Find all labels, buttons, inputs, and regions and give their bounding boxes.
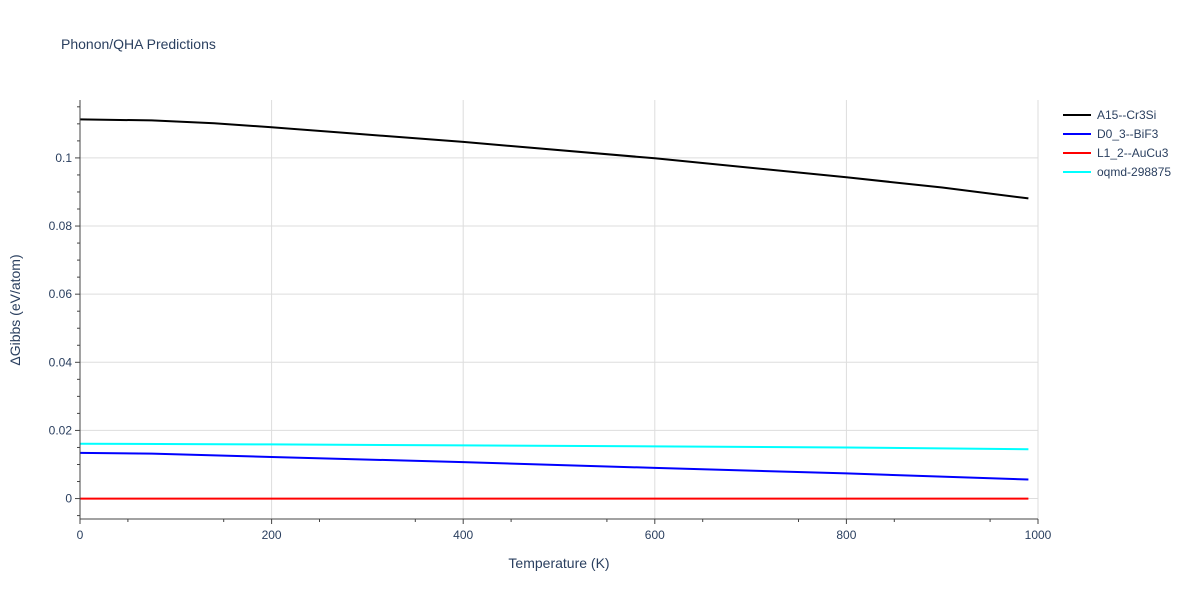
- x-tick-label: 800: [836, 528, 856, 542]
- y-axis-title: ΔGibbs (eV/atom): [7, 254, 23, 365]
- y-tick-label: 0: [65, 492, 72, 506]
- legend-label: oqmd-298875: [1097, 165, 1171, 179]
- x-tick-label: 200: [262, 528, 282, 542]
- y-tick-label: 0.02: [49, 423, 73, 437]
- legend-item[interactable]: L1_2--AuCu3: [1063, 146, 1169, 160]
- legend-item[interactable]: oqmd-298875: [1063, 165, 1171, 179]
- axis-layer: 0 200 400 600 800 1000 0 0.02 0.04 0.06 0.08 0.1: [49, 100, 1052, 542]
- series-line[interactable]: [79, 118, 1029, 200]
- legend-label: L1_2--AuCu3: [1097, 146, 1169, 160]
- legend-label: A15--Cr3Si: [1097, 108, 1156, 122]
- x-axis-title: Temperature (K): [508, 555, 609, 571]
- y-tick-label: 0.04: [49, 355, 73, 369]
- x-tick-label: 600: [645, 528, 665, 542]
- legend[interactable]: A15--Cr3Si D0_3--BiF3 L1_2--AuCu3 oqmd-2988…: [1063, 108, 1171, 179]
- series-layer: [79, 118, 1029, 500]
- x-tick-label: 0: [77, 528, 84, 542]
- y-tick-label: 0.08: [49, 219, 73, 233]
- chart-title: Phonon/QHA Predictions: [61, 36, 216, 52]
- legend-label: D0_3--BiF3: [1097, 127, 1159, 141]
- y-tick-label: 0.1: [55, 151, 72, 165]
- x-tick-label: 1000: [1025, 528, 1052, 542]
- x-tick-label: 400: [453, 528, 473, 542]
- series-line[interactable]: [79, 442, 1029, 451]
- legend-item[interactable]: D0_3--BiF3: [1063, 127, 1159, 141]
- y-tick-label: 0.06: [49, 287, 73, 301]
- grid-layer: [80, 100, 1039, 519]
- series-line[interactable]: [79, 451, 1029, 481]
- legend-item[interactable]: A15--Cr3Si: [1063, 108, 1156, 122]
